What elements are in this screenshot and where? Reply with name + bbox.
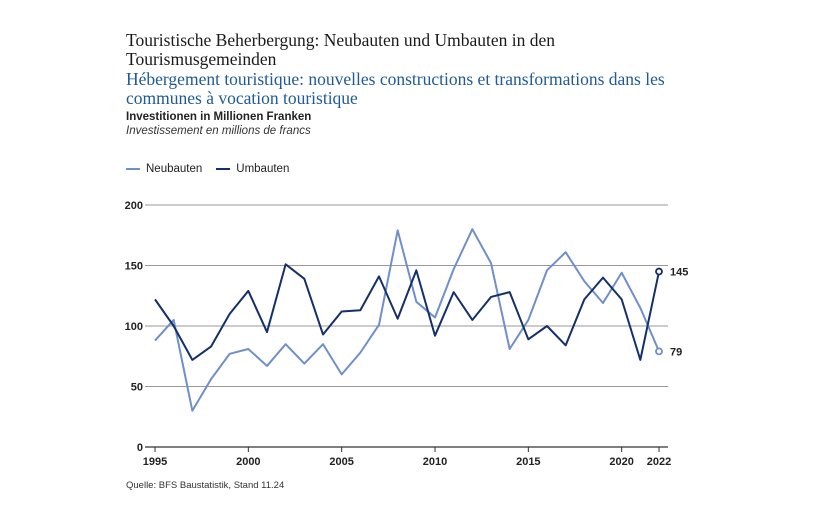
end-value-label: 145 <box>670 267 688 279</box>
series-line-neubauten <box>154 228 660 412</box>
end-value-label: 79 <box>670 346 682 358</box>
series-line-umbauten <box>154 263 660 361</box>
x-tick-label: 2010 <box>423 456 447 468</box>
x-tick-label: 2005 <box>329 456 353 468</box>
x-tick-label: 2020 <box>609 456 633 468</box>
source-note: Quelle: BFS Baustatistik, Stand 11.24 <box>126 480 285 491</box>
x-tick-label: 2022 <box>647 456 671 468</box>
y-tick-label: 200 <box>125 200 143 212</box>
y-tick-label: 0 <box>137 442 143 454</box>
subtitle-fr: Investissement en millions de francs <box>126 125 311 137</box>
subtitle-de: Investitionen in Millionen Franken <box>126 111 312 123</box>
legend: Neubauten Umbauten <box>126 163 289 175</box>
end-point-marker <box>655 267 663 276</box>
legend-item-neubauten: Neubauten <box>126 163 202 175</box>
y-tick-label: 50 <box>131 382 143 394</box>
title-de: Touristische Beherbergung: Neubauten und… <box>126 30 556 69</box>
x-tick-label: 2015 <box>516 456 540 468</box>
y-tick-label: 100 <box>125 321 143 333</box>
x-tick-label: 1995 <box>143 456 167 468</box>
end-point-marker <box>655 347 663 356</box>
x-tick-label: 2000 <box>236 456 260 468</box>
legend-swatch <box>126 168 140 170</box>
y-tick-label: 150 <box>125 261 143 273</box>
legend-label: Neubauten <box>146 163 203 175</box>
legend-label: Umbauten <box>236 163 290 175</box>
legend-item-umbauten: Umbauten <box>216 163 289 175</box>
title-fr: Hébergement touristique: nouvelles const… <box>126 69 665 108</box>
legend-swatch <box>216 168 231 170</box>
